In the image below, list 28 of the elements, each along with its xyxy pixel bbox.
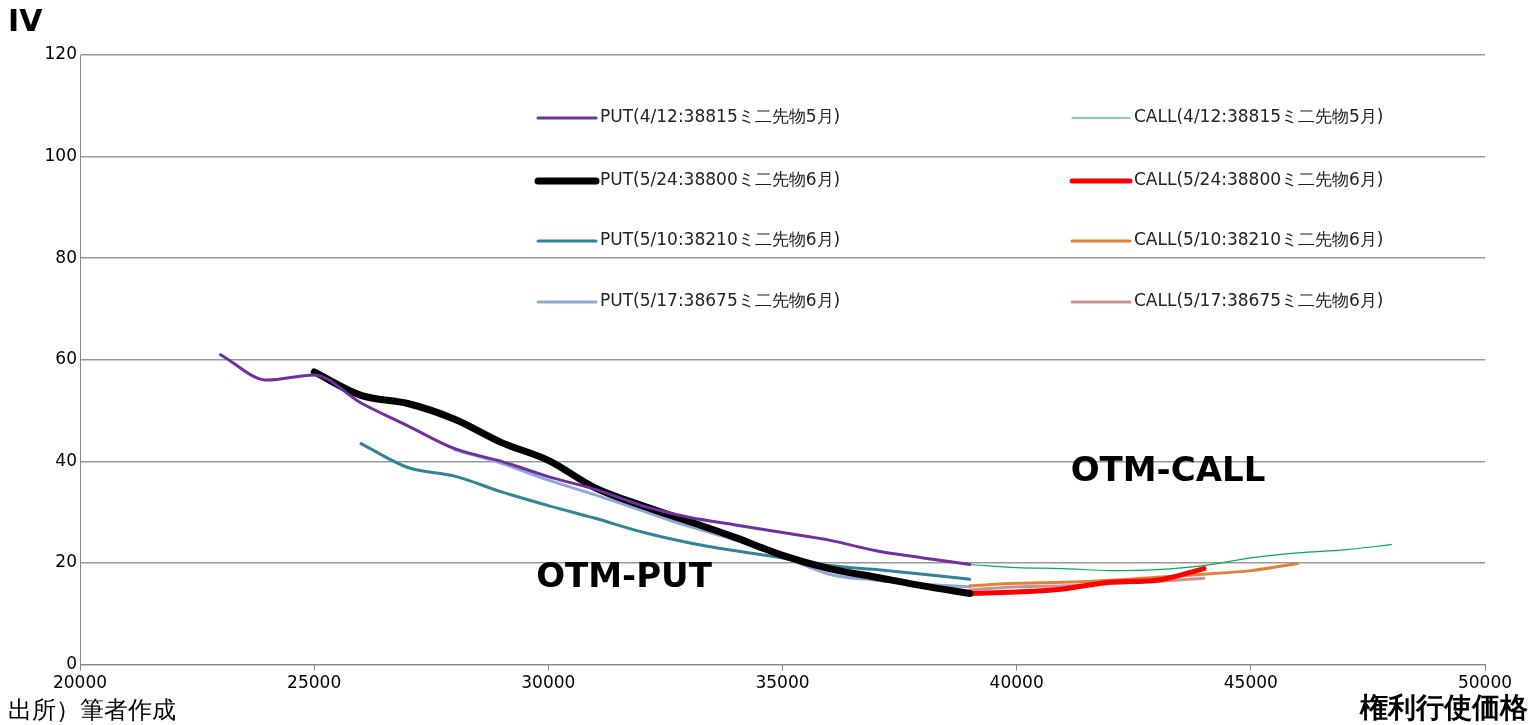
y-tick-label: 80 <box>55 246 77 267</box>
x-tick-label: 50000 <box>1457 672 1513 693</box>
y-tick-label: 0 <box>66 653 77 674</box>
line-series <box>969 544 1392 572</box>
legend-label: CALL(5/24:38800ミ二先物6月) <box>1134 169 1384 190</box>
y-tick-label: 20 <box>55 551 77 572</box>
x-tick-label: 40000 <box>989 672 1044 693</box>
x-tick-label: 45000 <box>1223 672 1278 693</box>
y-tick-label: 40 <box>55 449 77 470</box>
x-axis-title: 権利行使価格 <box>1359 691 1528 725</box>
y-axis-title: IV <box>8 2 44 38</box>
legend-label: PUT(5/17:38675ミ二先物6月) <box>600 290 841 311</box>
y-tick-label: 60 <box>55 348 77 369</box>
legend-label: CALL(4/12:38815ミ二先物5月) <box>1134 106 1384 127</box>
legend-label: PUT(5/10:38210ミ二先物6月) <box>600 229 841 250</box>
y-tick-label: 120 <box>44 43 77 64</box>
x-tick-label: 35000 <box>755 672 810 693</box>
legend-label: CALL(5/10:38210ミ二先物6月) <box>1134 229 1384 250</box>
x-tick-label: 25000 <box>287 672 342 693</box>
legend-label: PUT(5/24:38800ミ二先物6月) <box>600 169 841 190</box>
legend-label: PUT(4/12:38815ミ二先物5月) <box>600 106 841 127</box>
y-tick-label: 100 <box>44 145 77 166</box>
x-tick-label: 20000 <box>52 672 108 693</box>
legend-label: CALL(5/17:38675ミ二先物6月) <box>1134 290 1384 311</box>
annotation: OTM-CALL <box>1070 448 1266 489</box>
x-tick-label: 30000 <box>521 672 576 693</box>
text: 出所）筆者作成 <box>8 696 176 725</box>
annotation: OTM-PUT <box>536 554 713 595</box>
